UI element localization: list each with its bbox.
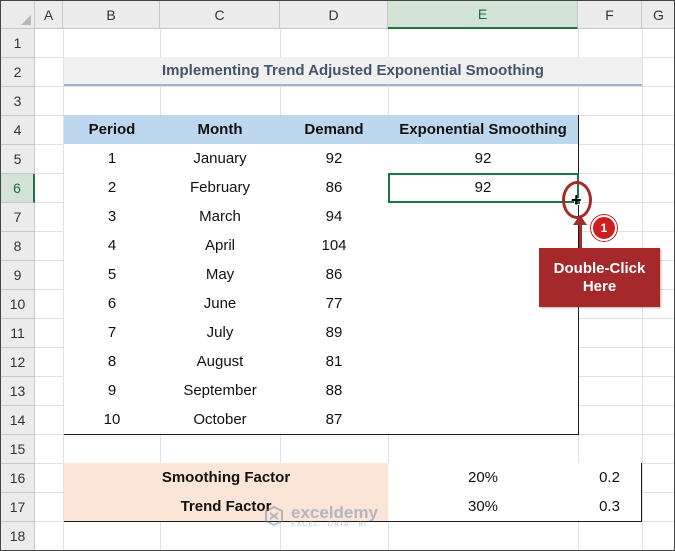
arrow-stem bbox=[579, 223, 582, 249]
table-cell-period[interactable]: 3 bbox=[64, 202, 161, 232]
crosshair-cursor-icon: + bbox=[571, 190, 582, 210]
row-header-6[interactable]: 6 bbox=[1, 174, 35, 203]
table-header-month[interactable]: Month bbox=[160, 115, 281, 145]
table-cell-month[interactable]: April bbox=[160, 231, 281, 261]
table-cell-demand[interactable]: 89 bbox=[280, 318, 389, 348]
column-header-g[interactable]: G bbox=[642, 1, 674, 29]
param-label-trend-factor[interactable]: Trend Factor bbox=[64, 492, 389, 522]
table-cell-period[interactable]: 10 bbox=[64, 405, 161, 435]
param-label-smoothing-factor[interactable]: Smoothing Factor bbox=[64, 463, 389, 493]
table-cell-period[interactable]: 7 bbox=[64, 318, 161, 348]
table-cell-demand[interactable]: 86 bbox=[280, 260, 389, 290]
row-header-2[interactable]: 2 bbox=[1, 58, 35, 87]
table-cell-smoothing[interactable] bbox=[388, 405, 579, 435]
table-cell-demand[interactable]: 92 bbox=[280, 144, 389, 174]
table-cell-month[interactable]: May bbox=[160, 260, 281, 290]
table-header-period[interactable]: Period bbox=[64, 115, 161, 145]
table-header-exponential-smoothing[interactable]: Exponential Smoothing bbox=[388, 115, 579, 145]
param-value-smoothing-factor[interactable]: 0.2 bbox=[578, 463, 642, 493]
row-header-18[interactable]: 18 bbox=[1, 522, 35, 550]
row-header-1[interactable]: 1 bbox=[1, 29, 35, 58]
table-cell-smoothing[interactable]: 92 bbox=[388, 144, 579, 174]
row-header-16[interactable]: 16 bbox=[1, 464, 35, 493]
callout-box: Double-Click Here bbox=[539, 248, 660, 307]
table-cell-month[interactable]: October bbox=[160, 405, 281, 435]
step-badge: 1 bbox=[591, 215, 617, 241]
table-cell-period[interactable]: 9 bbox=[64, 376, 161, 406]
param-percent-trend-factor[interactable]: 30% bbox=[388, 492, 579, 522]
table-cell-period[interactable]: 2 bbox=[64, 173, 161, 203]
row-header-5[interactable]: 5 bbox=[1, 145, 35, 174]
watermark-tagline: EXCEL · DATA · BI bbox=[291, 521, 367, 528]
table-cell-demand[interactable]: 86 bbox=[280, 173, 389, 203]
row-header-15[interactable]: 15 bbox=[1, 435, 35, 464]
table-cell-month[interactable]: February bbox=[160, 173, 281, 203]
row-header-8[interactable]: 8 bbox=[1, 232, 35, 261]
watermark: exceldemy EXCEL · DATA · BI bbox=[263, 504, 378, 528]
gridline bbox=[35, 86, 674, 87]
column-header-f[interactable]: F bbox=[578, 1, 642, 29]
sheet-title: Implementing Trend Adjusted Exponential … bbox=[64, 57, 642, 86]
table-cell-month[interactable]: January bbox=[160, 144, 281, 174]
column-header-e[interactable]: E bbox=[388, 1, 578, 29]
table-cell-period[interactable]: 4 bbox=[64, 231, 161, 261]
table-cell-month[interactable]: July bbox=[160, 318, 281, 348]
table-header-demand[interactable]: Demand bbox=[280, 115, 389, 145]
watermark-name: exceldemy bbox=[291, 503, 378, 522]
row-header-13[interactable]: 13 bbox=[1, 377, 35, 406]
table-cell-smoothing[interactable] bbox=[388, 202, 579, 232]
table-cell-month[interactable]: August bbox=[160, 347, 281, 377]
row-header-3[interactable]: 3 bbox=[1, 87, 35, 116]
column-header-b[interactable]: B bbox=[63, 1, 160, 29]
table-cell-smoothing[interactable] bbox=[388, 376, 579, 406]
table-cell-month[interactable]: March bbox=[160, 202, 281, 232]
table-cell-period[interactable]: 8 bbox=[64, 347, 161, 377]
column-header-c[interactable]: C bbox=[160, 1, 280, 29]
table-cell-demand[interactable]: 77 bbox=[280, 289, 389, 319]
table-cell-month[interactable]: September bbox=[160, 376, 281, 406]
table-cell-smoothing[interactable] bbox=[388, 347, 579, 377]
table-cell-smoothing[interactable] bbox=[388, 318, 579, 348]
exceldemy-logo-icon bbox=[263, 505, 285, 527]
select-all-triangle-icon bbox=[21, 15, 31, 25]
row-header-7[interactable]: 7 bbox=[1, 203, 35, 232]
param-value-trend-factor[interactable]: 0.3 bbox=[578, 492, 642, 522]
table-cell-period[interactable]: 6 bbox=[64, 289, 161, 319]
table-cell-demand[interactable]: 81 bbox=[280, 347, 389, 377]
table-cell-demand[interactable]: 88 bbox=[280, 376, 389, 406]
selected-cell-e6[interactable] bbox=[388, 173, 579, 203]
select-all-corner[interactable] bbox=[1, 1, 35, 29]
row-header-4[interactable]: 4 bbox=[1, 116, 35, 145]
row-header-12[interactable]: 12 bbox=[1, 348, 35, 377]
row-header-10[interactable]: 10 bbox=[1, 290, 35, 319]
column-header-a[interactable]: A bbox=[35, 1, 63, 29]
table-cell-demand[interactable]: 104 bbox=[280, 231, 389, 261]
row-header-9[interactable]: 9 bbox=[1, 261, 35, 290]
callout-text-line1: Double-Click bbox=[553, 259, 646, 277]
row-header-17[interactable]: 17 bbox=[1, 493, 35, 522]
table-cell-period[interactable]: 5 bbox=[64, 260, 161, 290]
table-cell-month[interactable]: June bbox=[160, 289, 281, 319]
arrow-up-icon bbox=[573, 215, 587, 225]
table-cell-demand[interactable]: 87 bbox=[280, 405, 389, 435]
table-cell-period[interactable]: 1 bbox=[64, 144, 161, 174]
row-header-14[interactable]: 14 bbox=[1, 406, 35, 435]
column-header-d[interactable]: D bbox=[280, 1, 388, 29]
row-header-11[interactable]: 11 bbox=[1, 319, 35, 348]
param-percent-smoothing-factor[interactable]: 20% bbox=[388, 463, 579, 493]
callout-text-line2: Here bbox=[582, 277, 617, 295]
table-cell-demand[interactable]: 94 bbox=[280, 202, 389, 232]
